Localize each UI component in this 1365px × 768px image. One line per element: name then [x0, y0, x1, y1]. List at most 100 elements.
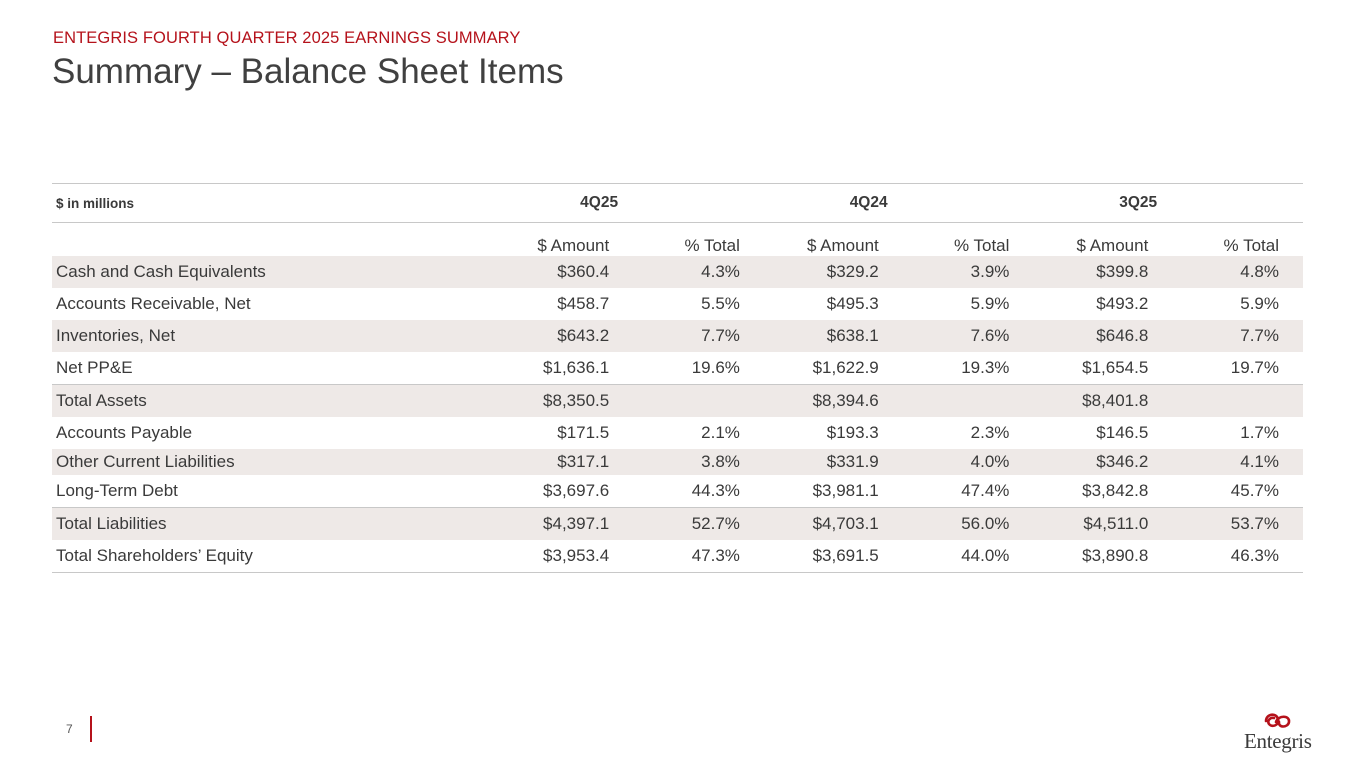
table-cell: 19.3% — [902, 352, 1034, 385]
table-cell — [633, 384, 764, 417]
column-header-empty — [52, 223, 494, 257]
table-cell: 2.1% — [701, 423, 740, 442]
column-header-row: $ Amount % Total $ Amount % Total $ Amou… — [52, 223, 1303, 257]
table-row: Accounts Receivable, Net $458.7 5.5% $49… — [52, 288, 1303, 320]
column-header: $ Amount — [806, 236, 879, 255]
table-cell: 2.3% — [970, 423, 1010, 442]
table-cell: $3,981.1 — [763, 475, 903, 508]
entegris-logo-icon — [1264, 713, 1291, 728]
table-cell: $1,622.9 — [763, 352, 903, 385]
entegris-logo: Entegris — [1240, 710, 1318, 756]
table-cell: 7.7% — [633, 320, 764, 352]
table-cell: $3,890.8 — [1033, 540, 1173, 573]
row-label: Inventories, Net — [52, 320, 495, 352]
table-cell: $360.4 — [494, 256, 634, 288]
units-label: $ in millions — [52, 183, 495, 223]
balance-sheet-table: $ in millions 4Q25 4Q24 3Q25 $ Amount % … — [52, 183, 1303, 573]
page-number-divider — [90, 716, 92, 742]
table-cell: 5.9% — [970, 294, 1010, 313]
table-cell: 19.6% — [633, 352, 764, 385]
table-cell: 44.0% — [902, 540, 1034, 573]
column-header: % Total — [1223, 236, 1279, 255]
logo-wordmark: Entegris — [1244, 729, 1312, 753]
row-label: Net PP&E — [52, 352, 495, 385]
table-cell: $4,703.1 — [763, 507, 903, 540]
section-kicker: ENTEGRIS FOURTH QUARTER 2025 EARNINGS SU… — [53, 29, 521, 47]
table-cell: 3.8% — [633, 449, 764, 475]
column-header: $ Amount — [1076, 236, 1149, 255]
row-label: Other Current Liabilities — [52, 449, 495, 475]
table-cell: $4,511.0 — [1033, 507, 1173, 540]
table-cell: 47.4% — [902, 475, 1034, 508]
column-header: $ Amount — [537, 236, 610, 255]
period-header-row: $ in millions 4Q25 4Q24 3Q25 — [52, 183, 1303, 223]
column-header: % Total — [684, 236, 740, 255]
table-row: Long-Term Debt $3,697.6 44.3% $3,981.1 4… — [52, 475, 1303, 508]
table-row: Other Current Liabilities $317.1 3.8% $3… — [52, 449, 1303, 475]
page-title: Summary – Balance Sheet Items — [52, 52, 564, 91]
table-cell: $146.5 — [1096, 423, 1149, 442]
table-row: Cash and Cash Equivalents $360.4 4.3% $3… — [52, 256, 1303, 288]
table-cell: 53.7% — [1172, 507, 1303, 540]
table-cell: $331.9 — [763, 449, 903, 475]
table-cell: 19.7% — [1172, 352, 1303, 385]
table-cell: $3,953.4 — [494, 540, 634, 573]
table-cell: $458.7 — [557, 294, 610, 313]
row-label: Total Liabilities — [52, 507, 495, 540]
table-cell: 1.7% — [1240, 423, 1279, 442]
table-cell: 7.7% — [1172, 320, 1303, 352]
period-header: 4Q24 — [763, 183, 1034, 223]
table-cell: $8,401.8 — [1033, 384, 1173, 417]
table-cell: 4.3% — [633, 256, 764, 288]
row-label: Accounts Receivable, Net — [56, 294, 251, 313]
table-cell — [902, 384, 1034, 417]
table-cell: $643.2 — [494, 320, 634, 352]
row-label: Long-Term Debt — [52, 475, 495, 508]
table-cell: $193.3 — [826, 423, 879, 442]
table-cell: 5.5% — [701, 294, 740, 313]
table-cell: 4.8% — [1172, 256, 1303, 288]
table-row: Total Shareholders’ Equity $3,953.4 47.3… — [52, 540, 1303, 573]
column-header: % Total — [953, 236, 1010, 255]
row-label: Cash and Cash Equivalents — [52, 256, 495, 288]
row-label: Accounts Payable — [56, 423, 193, 442]
table-cell: $493.2 — [1096, 294, 1149, 313]
table-cell: 4.0% — [902, 449, 1034, 475]
table-cell: $171.5 — [557, 423, 610, 442]
table-row: Net PP&E $1,636.1 19.6% $1,622.9 19.3% $… — [52, 352, 1303, 385]
table-cell: $3,691.5 — [763, 540, 903, 573]
table-cell: $646.8 — [1033, 320, 1173, 352]
table-cell: 7.6% — [902, 320, 1034, 352]
table-cell: 47.3% — [633, 540, 764, 573]
table-row: Total Assets $8,350.5 $8,394.6 $8,401.8 — [52, 384, 1303, 417]
table-cell: $1,654.5 — [1033, 352, 1173, 385]
table-cell: $4,397.1 — [494, 507, 634, 540]
table-cell: $1,636.1 — [494, 352, 634, 385]
table-cell: 44.3% — [633, 475, 764, 508]
table-row: Inventories, Net $643.2 7.7% $638.1 7.6%… — [52, 320, 1303, 352]
table-cell: $638.1 — [763, 320, 903, 352]
table-cell: 52.7% — [633, 507, 764, 540]
table-row: Accounts Payable $171.5 2.1% $193.3 2.3%… — [52, 417, 1303, 449]
table-cell: $8,350.5 — [494, 384, 634, 417]
table-cell: $329.2 — [763, 256, 903, 288]
period-header: 4Q25 — [494, 183, 764, 223]
table-row: Total Liabilities $4,397.1 52.7% $4,703.… — [52, 507, 1303, 540]
table-cell: 46.3% — [1172, 540, 1303, 573]
row-label: Total Assets — [52, 384, 495, 417]
row-label: Total Shareholders’ Equity — [52, 540, 495, 573]
page-number: 7 — [66, 722, 73, 736]
table-cell: 3.9% — [902, 256, 1034, 288]
table-cell: $3,697.6 — [494, 475, 634, 508]
balance-sheet-table-container: $ in millions 4Q25 4Q24 3Q25 $ Amount % … — [52, 183, 1303, 573]
table-cell: 45.7% — [1172, 475, 1303, 508]
table-cell: 4.1% — [1172, 449, 1303, 475]
table-cell — [1172, 384, 1303, 417]
period-header: 3Q25 — [1033, 183, 1303, 223]
table-cell: $399.8 — [1033, 256, 1173, 288]
table-cell: 5.9% — [1240, 294, 1279, 313]
table-cell: $8,394.6 — [763, 384, 903, 417]
table-cell: $3,842.8 — [1033, 475, 1173, 508]
table-cell: $317.1 — [494, 449, 634, 475]
table-cell: $346.2 — [1033, 449, 1173, 475]
